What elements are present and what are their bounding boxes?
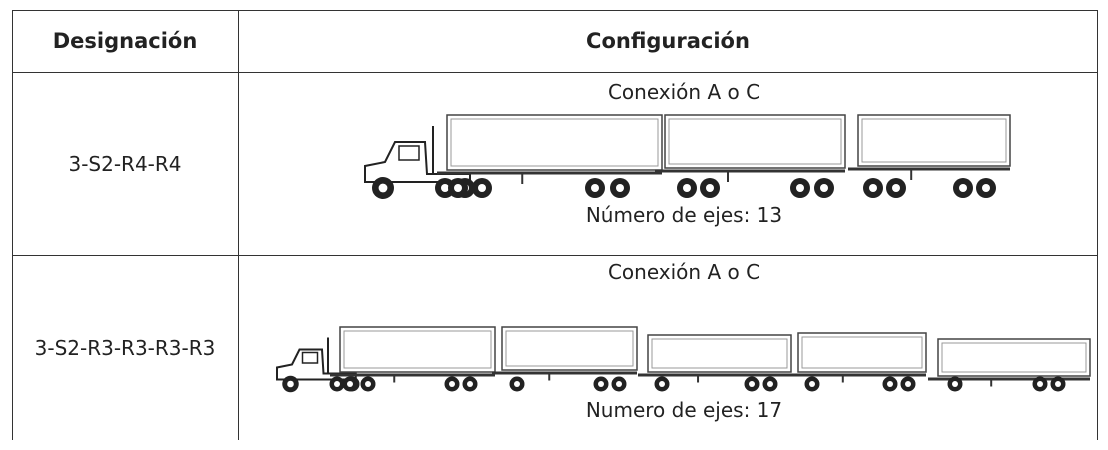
hub xyxy=(809,381,815,387)
trailer-box xyxy=(501,326,638,371)
hub xyxy=(869,184,877,192)
hub xyxy=(591,184,599,192)
hub xyxy=(892,184,900,192)
trailer-inner xyxy=(343,330,492,369)
trailer-inner xyxy=(651,338,788,369)
designation: 3-S2-R3-R3-R3-R3 xyxy=(12,256,238,440)
cab xyxy=(364,141,471,183)
border xyxy=(12,255,1098,256)
trailer-box xyxy=(664,114,846,169)
trailer-box xyxy=(937,338,1091,377)
table: Designación Configuración 3-S2-R4-R4 3-S… xyxy=(12,10,1098,450)
hub xyxy=(598,381,604,387)
trailer-inner xyxy=(668,118,842,165)
axle-count: Número de ejes: 13 xyxy=(585,203,783,227)
hub xyxy=(478,184,486,192)
hub xyxy=(952,381,958,387)
hub xyxy=(467,381,473,387)
trailer-box xyxy=(446,114,663,171)
window xyxy=(398,145,420,161)
hub xyxy=(441,184,449,192)
axle-count: Numero de ejes: 17 xyxy=(585,398,783,422)
cab xyxy=(276,348,357,381)
hub xyxy=(796,184,804,192)
hub xyxy=(449,381,455,387)
hub xyxy=(959,184,967,192)
hub xyxy=(616,184,624,192)
hub xyxy=(767,381,773,387)
trailer-inner xyxy=(505,330,634,367)
trailer-box xyxy=(647,334,792,373)
header-configuration: Configuración xyxy=(586,29,750,53)
trailer-box xyxy=(339,326,496,373)
hub xyxy=(365,381,371,387)
border xyxy=(12,10,13,440)
hub xyxy=(706,184,714,192)
trailer-inner xyxy=(450,118,659,167)
hub xyxy=(982,184,990,192)
hub xyxy=(378,183,388,193)
trailer-inner xyxy=(801,336,923,369)
hub xyxy=(1037,381,1043,387)
trailer-box xyxy=(797,332,927,373)
border xyxy=(1097,10,1098,440)
trailer-box xyxy=(857,114,1011,167)
border xyxy=(238,10,239,440)
hub xyxy=(683,184,691,192)
designation: 3-S2-R4-R4 xyxy=(12,73,238,255)
trailer-inner xyxy=(941,342,1087,373)
designation-text: 3-S2-R3-R3-R3-R3 xyxy=(34,336,216,360)
trailer-inner xyxy=(861,118,1007,163)
header-designation: Designación xyxy=(52,29,198,53)
border xyxy=(12,10,1098,11)
hub xyxy=(1055,381,1061,387)
hub xyxy=(905,381,911,387)
designation-text: 3-S2-R4-R4 xyxy=(68,152,182,176)
connection: Conexión A o C xyxy=(607,260,761,284)
hub xyxy=(659,381,665,387)
hub xyxy=(749,381,755,387)
hub xyxy=(334,381,340,387)
hub xyxy=(514,381,520,387)
connection: Conexión A o C xyxy=(607,80,761,104)
hub xyxy=(887,381,893,387)
window xyxy=(301,351,319,364)
border xyxy=(12,72,1098,73)
hub xyxy=(820,184,828,192)
hub xyxy=(616,381,622,387)
hub xyxy=(347,381,353,387)
hub xyxy=(287,380,294,388)
hub xyxy=(454,184,462,192)
